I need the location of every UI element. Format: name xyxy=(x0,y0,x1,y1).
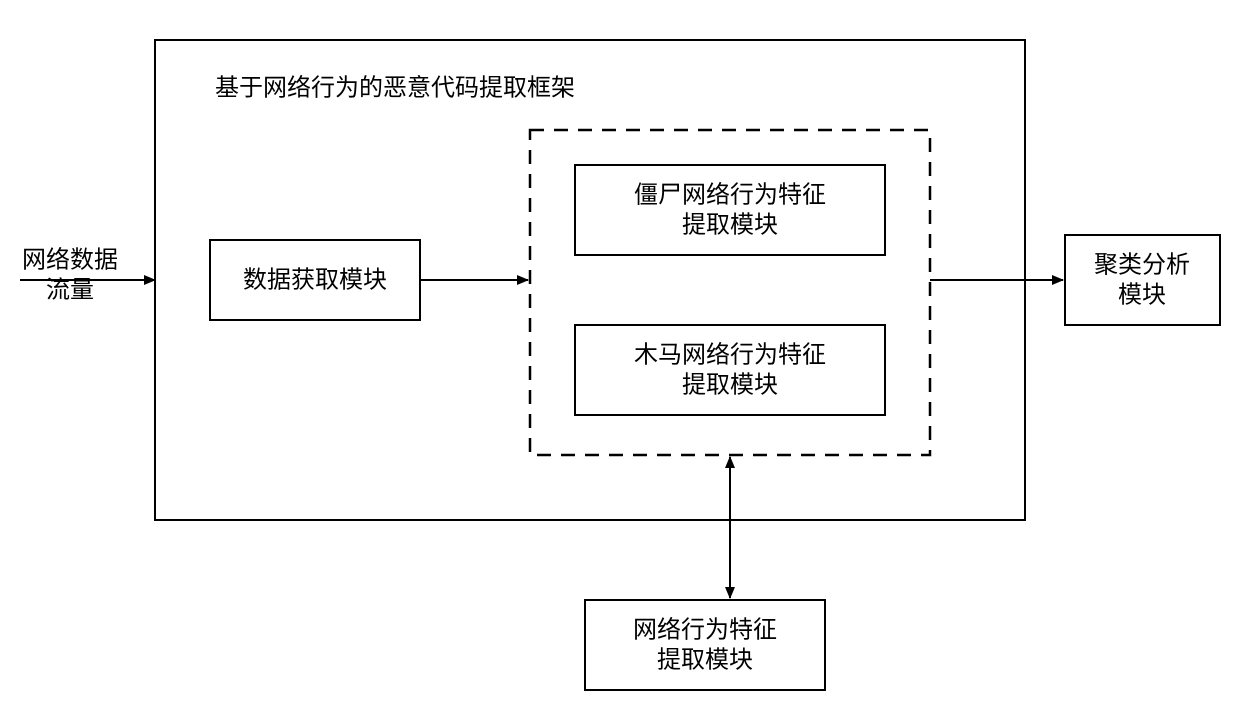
cluster-analysis-module xyxy=(1065,235,1220,325)
trojan-label-line2: 提取模块 xyxy=(682,372,778,399)
botnet-label-line1: 僵尸网络行为特征 xyxy=(634,182,826,209)
diagram-canvas: 基于网络行为的恶意代码提取框架 网络数据 流量 数据获取模块 僵尸网络行为特征 … xyxy=(0,0,1240,727)
network-behavior-label-line1: 网络行为特征 xyxy=(633,617,777,644)
network-behavior-label-line2: 提取模块 xyxy=(657,647,753,674)
botnet-label-line2: 提取模块 xyxy=(682,212,778,239)
data-acquisition-label: 数据获取模块 xyxy=(243,267,387,294)
cluster-label-line2: 模块 xyxy=(1118,282,1166,309)
trojan-label-line1: 木马网络行为特征 xyxy=(634,342,826,369)
trojan-feature-module xyxy=(575,325,885,415)
network-behavior-module xyxy=(585,600,825,690)
botnet-feature-module xyxy=(575,165,885,255)
framework-title: 基于网络行为的恶意代码提取框架 xyxy=(215,75,575,102)
input-label-line1: 网络数据 xyxy=(22,247,118,274)
cluster-label-line1: 聚类分析 xyxy=(1094,252,1190,279)
